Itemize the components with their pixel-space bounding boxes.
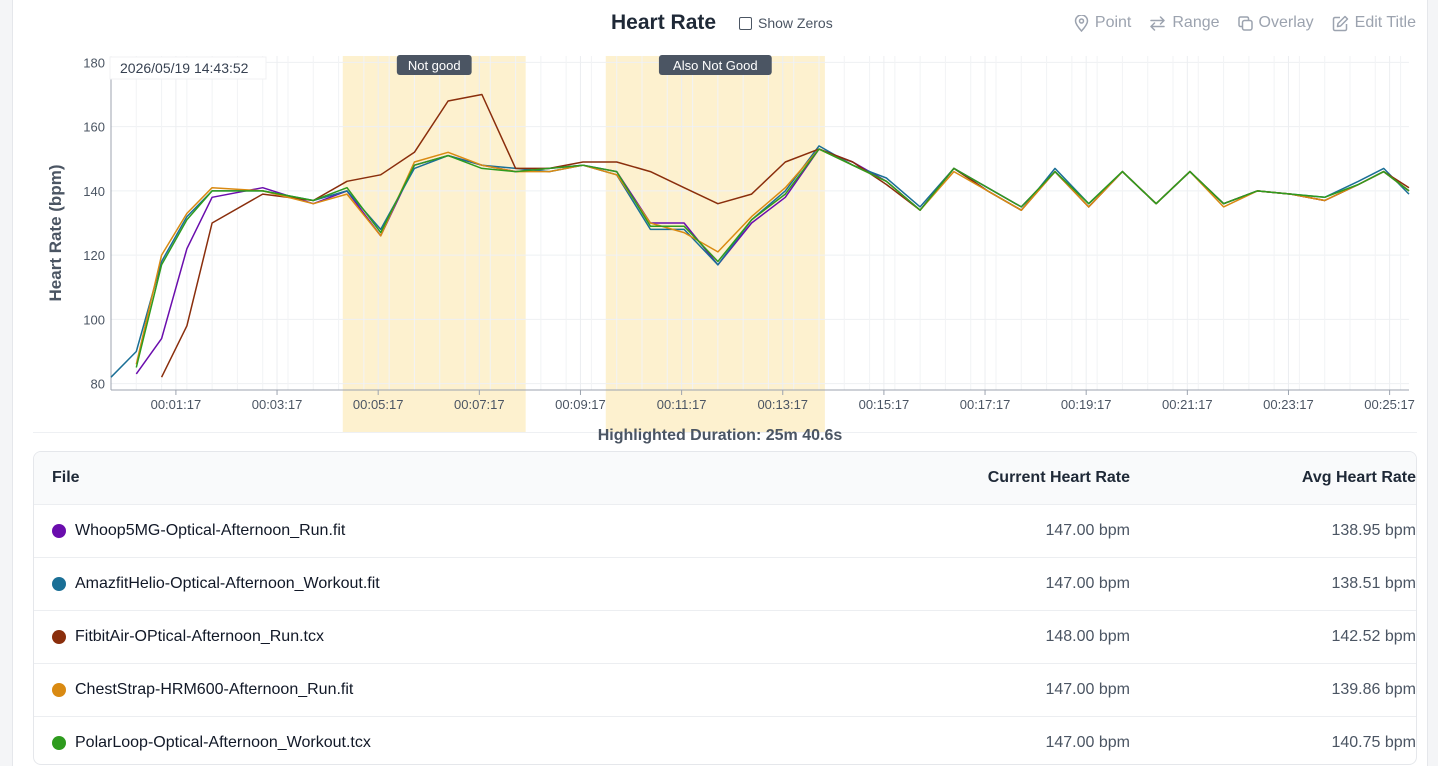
table-row[interactable]: AmazfitHelio-Optical-Afternoon_Workout.f… xyxy=(34,558,1416,611)
current-heart-rate: 148.00 bpm xyxy=(1045,628,1130,645)
y-tick-label: 160 xyxy=(83,120,105,135)
y-tick-label: 80 xyxy=(91,377,105,392)
table-row[interactable]: ChestStrap-HRM600-Afternoon_Run.fit 147.… xyxy=(34,664,1416,717)
series-color-dot xyxy=(52,736,66,750)
highlight-label: Also Not Good xyxy=(673,58,758,73)
chart-toolbar: Point Range Overlay Edit Title xyxy=(1074,14,1416,32)
table-row[interactable]: Whoop5MG-Optical-Afternoon_Run.fit 147.0… xyxy=(34,505,1416,558)
x-tick-label: 00:19:17 xyxy=(1061,397,1112,412)
avg-heart-rate: 138.95 bpm xyxy=(1331,522,1416,539)
file-name: FitbitAir-OPtical-Afternoon_Run.tcx xyxy=(75,628,324,645)
file-column-header: File xyxy=(52,469,80,486)
avg-hr-column-header: Avg Heart Rate xyxy=(1301,469,1416,486)
show-zeros-label: Show Zeros xyxy=(758,15,833,31)
current-heart-rate: 147.00 bpm xyxy=(1045,681,1130,698)
avg-heart-rate: 140.75 bpm xyxy=(1331,734,1416,751)
overlay-button[interactable]: Overlay xyxy=(1237,14,1314,32)
y-tick-label: 140 xyxy=(83,184,105,199)
map-pin-icon xyxy=(1074,14,1089,32)
x-tick-label: 00:07:17 xyxy=(454,397,505,412)
point-button[interactable]: Point xyxy=(1074,14,1131,32)
avg-heart-rate: 139.86 bpm xyxy=(1331,681,1416,698)
x-tick-label: 00:03:17 xyxy=(252,397,303,412)
file-name: AmazfitHelio-Optical-Afternoon_Workout.f… xyxy=(75,575,380,592)
edit-title-label: Edit Title xyxy=(1354,14,1416,31)
highlight-label-box xyxy=(396,55,472,75)
edit-title-button[interactable]: Edit Title xyxy=(1332,14,1416,32)
heart-rate-chart[interactable]: 80 100 120 140 160 180 00:01:17 00:03:17 00:05:1… xyxy=(33,48,1417,432)
page: Heart Rate Show Zeros Point Range xyxy=(12,0,1428,766)
table-row[interactable]: FitbitAir-OPtical-Afternoon_Run.tcx 148.… xyxy=(34,611,1416,664)
highlight-band xyxy=(605,56,825,432)
overlay-label: Overlay xyxy=(1258,14,1314,31)
x-tick-label: 00:05:17 xyxy=(353,397,404,412)
file-name: Whoop5MG-Optical-Afternoon_Run.fit xyxy=(75,522,346,539)
cursor-timestamp-box xyxy=(109,56,267,80)
file-name: PolarLoop-Optical-Afternoon_Workout.tcx xyxy=(75,734,371,751)
x-tick-label: 00:23:17 xyxy=(1263,397,1314,412)
x-tick-label: 00:15:17 xyxy=(859,397,910,412)
show-zeros-toggle[interactable]: Show Zeros xyxy=(739,15,833,31)
file-name: ChestStrap-HRM600-Afternoon_Run.fit xyxy=(75,681,354,698)
table-row[interactable]: PolarLoop-Optical-Afternoon_Workout.tcx … xyxy=(34,717,1416,764)
current-heart-rate: 147.00 bpm xyxy=(1045,734,1130,751)
highlight-label: Not good xyxy=(408,58,461,73)
avg-heart-rate: 142.52 bpm xyxy=(1331,628,1416,645)
y-tick-label: 120 xyxy=(83,248,105,263)
x-tick-label: 00:13:17 xyxy=(757,397,808,412)
avg-heart-rate: 138.51 bpm xyxy=(1331,575,1416,592)
range-button[interactable]: Range xyxy=(1149,14,1220,32)
x-tick-label: 00:17:17 xyxy=(960,397,1011,412)
edit-icon xyxy=(1332,15,1349,32)
table-header: File Current Heart Rate Avg Heart Rate xyxy=(34,452,1416,505)
copy-icon xyxy=(1237,15,1253,31)
show-zeros-checkbox[interactable] xyxy=(739,16,752,30)
highlight-label-box xyxy=(658,55,772,75)
arrows-exchange-icon xyxy=(1149,15,1166,31)
chart-area[interactable]: 80 100 120 140 160 180 00:01:17 00:03:17 00:05:1… xyxy=(33,48,1417,433)
series-line xyxy=(135,148,1410,365)
y-tick-label: 180 xyxy=(83,55,105,70)
files-table: File Current Heart Rate Avg Heart Rate W… xyxy=(33,451,1417,765)
chart-header: Heart Rate Show Zeros Point Range xyxy=(13,0,1427,48)
series-color-dot xyxy=(52,524,66,538)
series-line xyxy=(135,148,1410,368)
y-axis-label: Heart Rate (bpm) xyxy=(46,165,65,302)
y-tick-label: 100 xyxy=(83,312,105,327)
series-color-dot xyxy=(52,577,66,591)
x-tick-label: 00:21:17 xyxy=(1162,397,1213,412)
current-hr-column-header: Current Heart Rate xyxy=(987,469,1130,486)
x-tick-label: 00:09:17 xyxy=(555,397,606,412)
current-heart-rate: 147.00 bpm xyxy=(1045,522,1130,539)
series-color-dot xyxy=(52,683,66,697)
point-label: Point xyxy=(1094,14,1132,31)
cursor-timestamp: 2026/05/19 14:43:52 xyxy=(120,60,249,76)
series-color-dot xyxy=(52,630,66,644)
x-tick-label: 00:01:17 xyxy=(151,397,202,412)
range-label: Range xyxy=(1172,14,1220,31)
x-tick-label: 00:11:17 xyxy=(657,397,707,412)
chart-title: Heart Rate xyxy=(611,11,717,34)
highlight-band xyxy=(342,56,526,432)
x-tick-label: 00:25:17 xyxy=(1364,397,1415,412)
current-heart-rate: 147.00 bpm xyxy=(1045,575,1130,592)
highlighted-duration: Highlighted Duration: 25m 40.6s xyxy=(597,427,843,444)
